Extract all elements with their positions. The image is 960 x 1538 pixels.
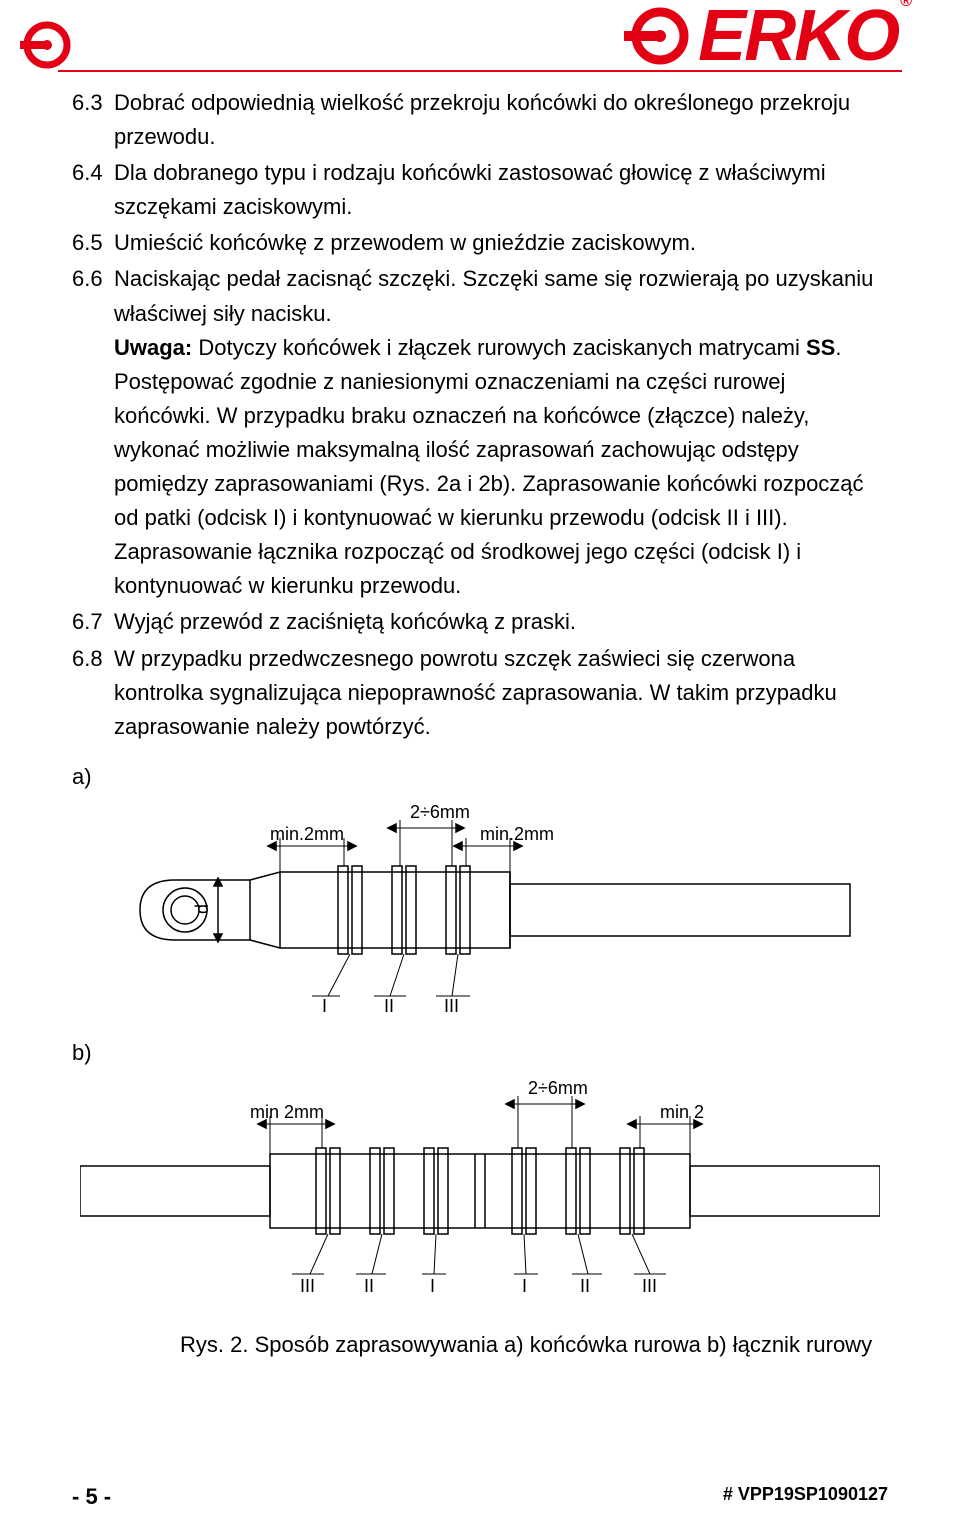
page-header: ERKO ® xyxy=(58,0,902,72)
mark-ii-l: II xyxy=(364,1276,374,1296)
mark-iii-r: III xyxy=(642,1276,657,1296)
logo-mark-icon xyxy=(624,2,692,70)
item-number: 6.8 xyxy=(72,642,114,744)
figure-label-b: b) xyxy=(72,1040,960,1066)
diagram-b: 2÷6mm min 2mm min 2 III II I I II III xyxy=(80,1074,880,1304)
brand-logo: ERKO ® xyxy=(624,0,910,72)
item-text: Naciskając pedał zacisnąć szczęki. Szczę… xyxy=(114,262,888,603)
mark-ii-r: II xyxy=(580,1276,590,1296)
mark-iii: III xyxy=(444,996,459,1016)
registered-mark: ® xyxy=(900,0,912,11)
document-id: # VPP19SP1090127 xyxy=(723,1484,888,1510)
gap-label: 2÷6mm xyxy=(410,802,470,822)
dim-d: d xyxy=(192,904,212,914)
page-footer: - 5 - # VPP19SP1090127 xyxy=(72,1484,888,1510)
figure-label-a: a) xyxy=(72,764,960,790)
item-text-b: . Postępować zgodnie z naniesionymi ozna… xyxy=(114,335,864,599)
item-text: W przypadku przedwczesnego powrotu szczę… xyxy=(114,642,888,744)
brand-name: ERKO xyxy=(698,0,898,72)
mark-ii: II xyxy=(384,996,394,1016)
list-item: 6.3 Dobrać odpowiednią wielkość przekroj… xyxy=(72,86,888,154)
list-item: 6.7 Wyjąć przewód z zaciśniętą końcówką … xyxy=(72,605,888,639)
list-item: 6.4 Dla dobranego typu i rodzaju końcówk… xyxy=(72,156,888,224)
list-item: 6.5 Umieścić końcówkę z przewodem w gnie… xyxy=(72,226,888,260)
main-content: 6.3 Dobrać odpowiednią wielkość przekroj… xyxy=(0,72,960,744)
min-label-right: min 2 xyxy=(660,1102,704,1122)
item-number: 6.7 xyxy=(72,605,114,639)
item-text: Umieścić końcówkę z przewodem w gnieździ… xyxy=(114,226,888,260)
gap-label: 2÷6mm xyxy=(528,1078,588,1098)
uwaga-label: Uwaga: xyxy=(114,335,192,360)
ss-label: SS xyxy=(806,335,835,360)
item-text: Wyjąć przewód z zaciśniętą końcówką z pr… xyxy=(114,605,888,639)
item-number: 6.6 xyxy=(72,262,114,603)
logo-mark-left xyxy=(20,18,74,77)
mark-i-l: I xyxy=(430,1276,435,1296)
item-number: 6.5 xyxy=(72,226,114,260)
min-label-left: min.2mm xyxy=(270,824,344,844)
uwaga-text: Dotyczy końcówek i złączek rurowych zaci… xyxy=(192,335,806,360)
min-label-left: min 2mm xyxy=(250,1102,324,1122)
item-text: Dla dobranego typu i rodzaju końcówki za… xyxy=(114,156,888,224)
mark-iii-l: III xyxy=(300,1276,315,1296)
mark-i-r: I xyxy=(522,1276,527,1296)
item-text: Dobrać odpowiednią wielkość przekroju ko… xyxy=(114,86,888,154)
mark-i: I xyxy=(322,996,327,1016)
item-number: 6.3 xyxy=(72,86,114,154)
diagram-a: d 2÷6mm min.2mm min.2mm I II III xyxy=(100,800,860,1020)
min-label-right: min.2mm xyxy=(480,824,554,844)
page-number: - 5 - xyxy=(72,1484,111,1510)
list-item: 6.8 W przypadku przedwczesnego powrotu s… xyxy=(72,642,888,744)
item-number: 6.4 xyxy=(72,156,114,224)
list-item: 6.6 Naciskając pedał zacisnąć szczęki. S… xyxy=(72,262,888,603)
item-text-a: Naciskając pedał zacisnąć szczęki. Szczę… xyxy=(114,266,873,325)
figure-caption: Rys. 2. Sposób zaprasowywania a) końcówk… xyxy=(180,1332,960,1358)
